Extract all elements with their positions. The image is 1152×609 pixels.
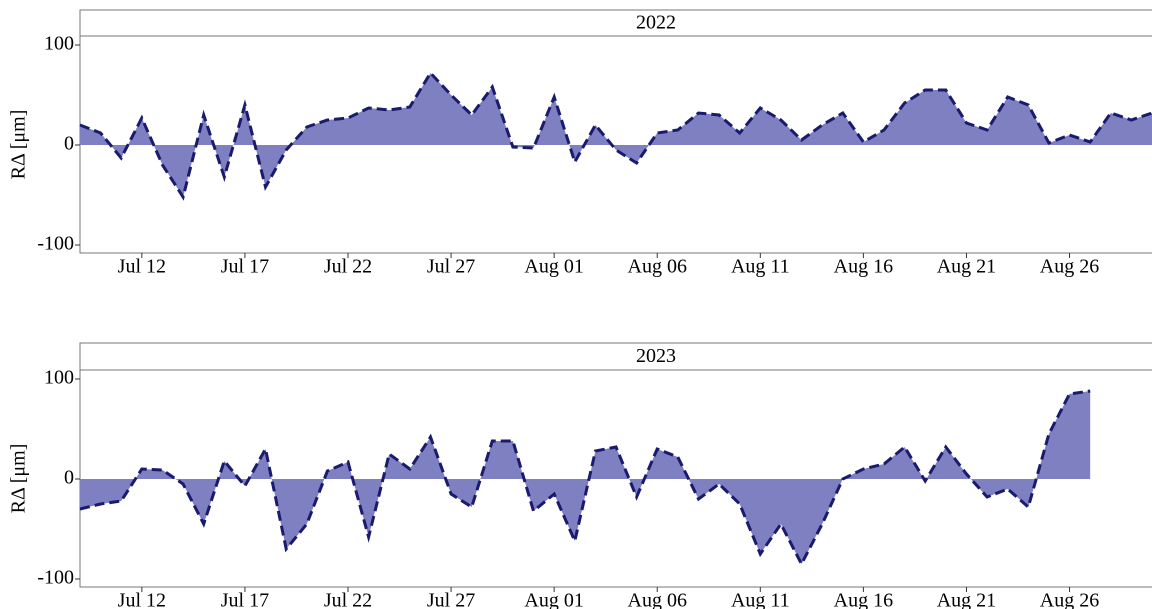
line — [79, 389, 1091, 568]
y-tick-label: -100 — [37, 233, 74, 255]
x-tick-label: Jul 12 — [118, 590, 166, 609]
x-tick-label: Aug 26 — [1040, 590, 1099, 609]
panel-title: 2023 — [636, 345, 676, 367]
x-tick-label: Jul 17 — [221, 590, 269, 609]
area — [80, 73, 1152, 197]
x-tick-label: Jul 12 — [118, 256, 166, 278]
x-tick-label: Aug 16 — [834, 256, 893, 278]
x-tick-label: Jul 17 — [221, 256, 269, 278]
y-tick-label: 0 — [64, 467, 74, 489]
y-axis-label: RΔ [μm] — [8, 444, 30, 514]
panel-title: 2022 — [636, 12, 676, 34]
strip — [79, 9, 1152, 37]
x-tick-label: Aug 06 — [628, 590, 687, 609]
x-tick-label: Jul 22 — [324, 256, 372, 278]
x-tick-label: Jul 27 — [427, 256, 475, 278]
x-tick-label: Aug 11 — [731, 590, 790, 609]
x-tick-label: Aug 11 — [731, 256, 790, 278]
y-axis-label: RΔ [μm] — [8, 110, 30, 180]
y-tick-label: 100 — [44, 33, 74, 55]
area — [80, 391, 1091, 564]
x-tick-label: Aug 21 — [937, 590, 996, 609]
y-tick-label: -100 — [37, 567, 74, 589]
x-tick-label: Jul 22 — [324, 590, 372, 609]
strip — [79, 342, 1152, 371]
x-tick-label: Aug 26 — [1040, 256, 1099, 278]
y-tick-label: 100 — [44, 367, 74, 389]
x-tick-label: Aug 16 — [834, 590, 893, 609]
line — [79, 70, 1152, 201]
y-tick-label: 0 — [64, 133, 74, 155]
x-tick-label: Aug 01 — [524, 256, 583, 278]
x-tick-label: Jul 27 — [427, 590, 475, 609]
x-tick-label: Aug 06 — [628, 256, 687, 278]
x-tick-label: Aug 21 — [937, 256, 996, 278]
x-tick-label: Aug 01 — [524, 590, 583, 609]
